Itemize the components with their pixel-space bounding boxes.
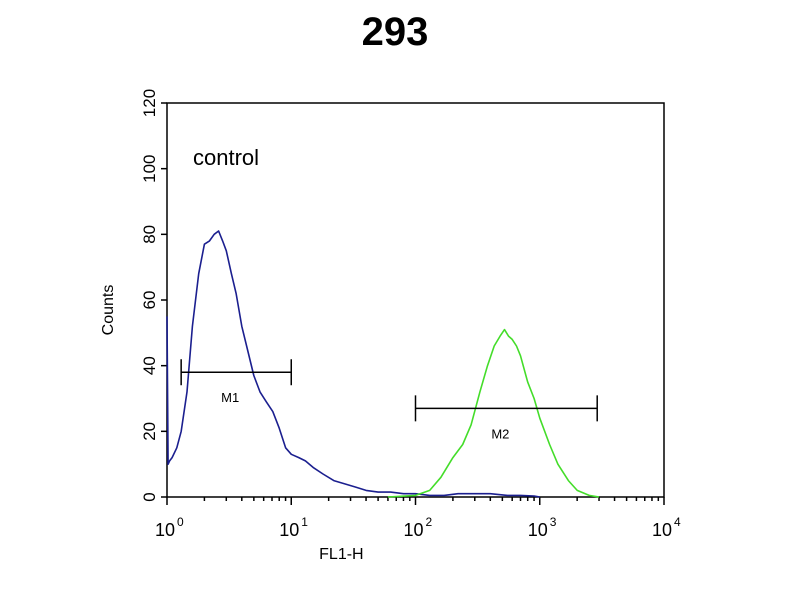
marker-label: M2 xyxy=(491,426,509,441)
series-layer xyxy=(166,230,600,498)
x-axis-label: FL1-H xyxy=(319,546,363,563)
x-tick-label: 10 xyxy=(155,520,175,540)
x-axis-ticks: 10 0 10 1 10 2 10 3 10 4 xyxy=(155,497,681,540)
marker-gates: M1 M2 xyxy=(180,359,598,441)
x-tick-exponent: 1 xyxy=(301,515,308,529)
y-tick-label: 20 xyxy=(140,422,159,441)
x-tick-exponent: 2 xyxy=(426,515,433,529)
marker-label: M1 xyxy=(221,390,239,405)
x-tick-label: 10 xyxy=(652,520,672,540)
y-tick-label: 40 xyxy=(140,356,159,375)
y-tick-label: 0 xyxy=(140,492,159,501)
histogram-series-1 xyxy=(166,230,540,498)
x-tick-label: 10 xyxy=(403,520,423,540)
y-axis-label: Counts xyxy=(100,285,117,336)
x-tick-exponent: 0 xyxy=(177,515,184,529)
x-tick-label: 10 xyxy=(279,520,299,540)
y-tick-label: 80 xyxy=(140,225,159,244)
x-tick-exponent: 3 xyxy=(550,515,557,529)
y-tick-label: 100 xyxy=(140,154,159,182)
chart-title: 293 xyxy=(362,10,429,54)
y-tick-label: 60 xyxy=(140,291,159,310)
histogram-series-2 xyxy=(387,328,600,498)
control-annotation: control xyxy=(193,145,259,170)
y-tick-label: 120 xyxy=(140,89,159,117)
y-axis-ticks: 0 20 40 60 80 100 120 xyxy=(140,89,167,502)
x-tick-exponent: 4 xyxy=(674,515,681,529)
x-tick-label: 10 xyxy=(528,520,548,540)
